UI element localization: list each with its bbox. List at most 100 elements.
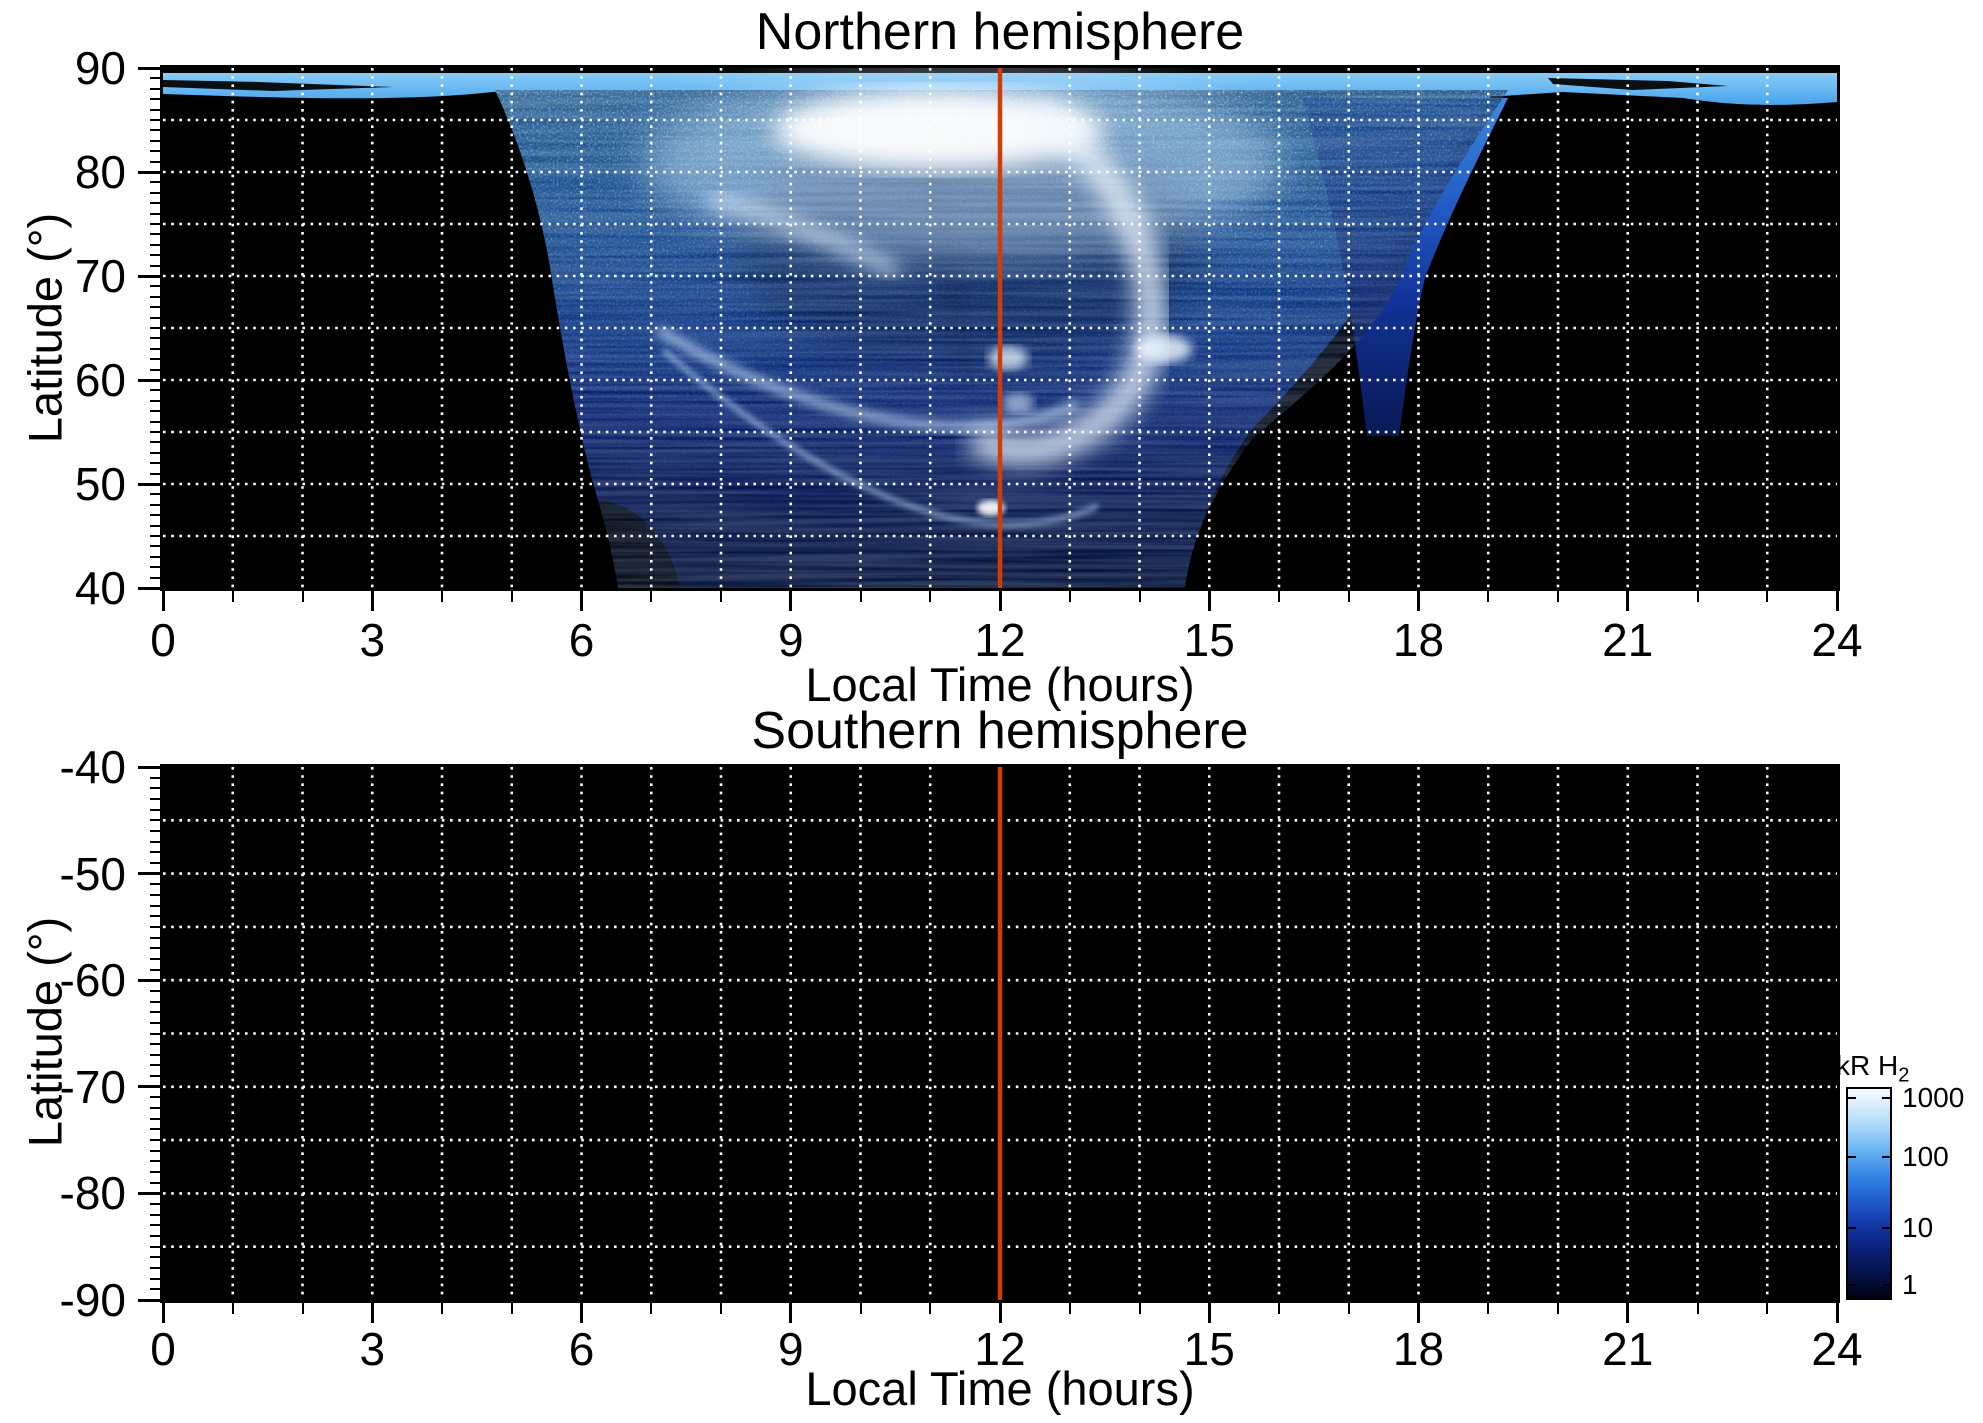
y-tick xyxy=(138,66,160,70)
y-tick xyxy=(150,968,160,971)
y-tick xyxy=(150,295,160,298)
y-tick xyxy=(150,1203,160,1206)
x-tick xyxy=(1278,591,1280,602)
x-tick xyxy=(650,1303,653,1314)
y-tick xyxy=(150,1160,160,1163)
y-tick xyxy=(150,150,160,153)
x-tick xyxy=(720,1303,722,1314)
y-tick-label: -70 xyxy=(59,1060,126,1113)
x-tick xyxy=(1835,591,1839,611)
y-tick-label: 50 xyxy=(74,458,126,510)
x-tick xyxy=(998,591,1002,611)
y-tick xyxy=(150,316,160,319)
x-tick xyxy=(1696,1303,1699,1314)
y-tick xyxy=(150,1000,160,1003)
x-tick xyxy=(1696,591,1699,602)
colorbar-tick-label: 100 xyxy=(1902,1140,1949,1172)
y-tick xyxy=(138,1298,160,1302)
x-tick xyxy=(1278,1303,1280,1314)
x-tick-label: 24 xyxy=(1811,614,1863,666)
y-tick xyxy=(150,925,160,928)
y-tick xyxy=(150,1235,160,1238)
y-tick xyxy=(150,840,160,843)
x-tick xyxy=(998,1303,1002,1323)
y-tick xyxy=(150,1011,160,1014)
y-tick xyxy=(150,947,160,950)
y-tick xyxy=(150,535,160,537)
y-tick xyxy=(150,576,160,579)
colorbar-tick xyxy=(1848,1155,1856,1158)
y-tick xyxy=(138,586,160,590)
y-tick xyxy=(150,1117,160,1120)
x-tick-label: 21 xyxy=(1602,614,1654,666)
y-tick xyxy=(150,808,160,811)
colorbar-tick-label: 1 xyxy=(1902,1269,1918,1301)
x-tick xyxy=(301,591,304,602)
y-tick xyxy=(150,129,160,132)
y-tick xyxy=(150,1043,160,1046)
x-tick xyxy=(580,591,583,611)
x-tick xyxy=(789,591,793,611)
y-tick xyxy=(150,337,160,340)
y-tick xyxy=(150,1075,160,1078)
x-tick xyxy=(231,591,234,602)
south-grid-overlay xyxy=(163,767,1837,1300)
x-tick xyxy=(161,1303,165,1323)
x-tick-label: 15 xyxy=(1183,1323,1235,1375)
x-tick-label: 9 xyxy=(777,614,804,666)
north-panel xyxy=(160,65,1840,591)
y-tick xyxy=(150,915,160,918)
north-xlabel: Local Time (hours) xyxy=(805,658,1195,711)
y-tick-label: 70 xyxy=(74,250,126,302)
y-tick xyxy=(150,233,160,236)
y-tick xyxy=(150,451,160,454)
x-tick xyxy=(1557,591,1559,602)
x-tick xyxy=(1068,591,1071,602)
y-tick xyxy=(150,1149,160,1152)
y-tick xyxy=(150,410,160,413)
y-tick xyxy=(150,98,160,101)
x-tick xyxy=(1626,591,1630,611)
x-tick xyxy=(1417,591,1420,611)
colorbar-tick xyxy=(1882,1155,1890,1158)
y-tick xyxy=(150,358,160,361)
x-tick xyxy=(580,1303,583,1323)
y-tick xyxy=(150,1277,160,1280)
y-tick xyxy=(150,108,160,111)
x-tick xyxy=(370,1303,374,1323)
y-tick xyxy=(150,1171,160,1174)
y-tick xyxy=(150,347,160,350)
x-tick xyxy=(441,591,443,602)
x-tick-label: 24 xyxy=(1811,1323,1863,1375)
y-tick xyxy=(150,503,160,506)
y-tick xyxy=(150,87,160,90)
x-tick-label: 0 xyxy=(150,1323,176,1375)
y-tick xyxy=(150,787,160,790)
y-tick xyxy=(150,1256,160,1259)
y-tick xyxy=(150,829,160,832)
colorbar-tick xyxy=(1848,1226,1856,1229)
colorbar-tick xyxy=(1882,1226,1890,1229)
x-tick xyxy=(1207,1303,1211,1323)
x-tick-label: 9 xyxy=(777,1323,804,1375)
y-tick xyxy=(150,1288,160,1291)
y-tick xyxy=(150,1181,160,1184)
y-tick xyxy=(150,181,160,184)
colorbar-tick-label: 1000 xyxy=(1902,1081,1965,1113)
x-tick xyxy=(510,591,513,602)
x-tick-label: 0 xyxy=(150,614,176,666)
x-tick xyxy=(1138,1303,1141,1314)
y-tick xyxy=(150,441,160,444)
north-title: Northern hemisphere xyxy=(755,3,1245,61)
y-tick xyxy=(150,191,160,194)
x-tick xyxy=(1766,591,1769,602)
y-tick xyxy=(150,368,160,371)
x-tick-label: 21 xyxy=(1602,1323,1654,1375)
y-tick-label: 40 xyxy=(74,562,126,614)
y-tick xyxy=(138,765,160,769)
x-tick-label: 18 xyxy=(1392,1323,1445,1375)
x-tick xyxy=(859,591,862,602)
x-tick xyxy=(859,1303,862,1314)
x-tick-label: 3 xyxy=(359,614,386,666)
y-tick xyxy=(150,819,160,822)
